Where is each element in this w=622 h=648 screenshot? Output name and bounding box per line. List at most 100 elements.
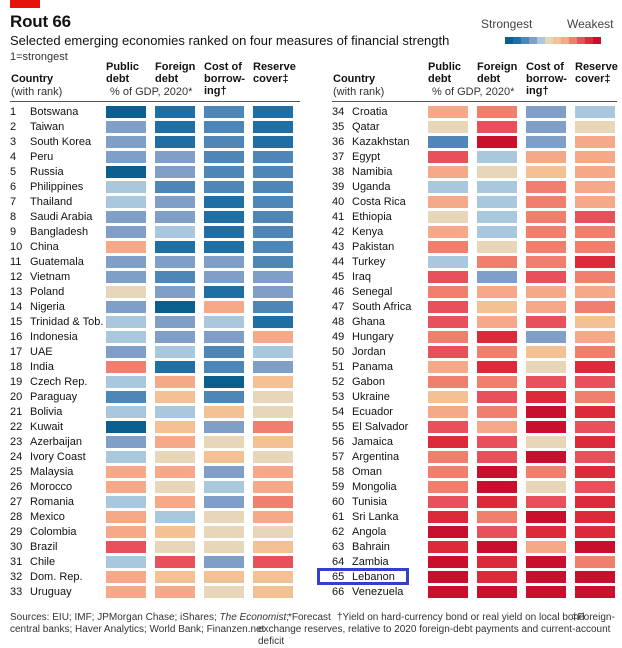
header-reserve-right-2: cover‡ bbox=[575, 73, 611, 85]
cell-foreign-debt bbox=[155, 181, 195, 193]
cell-cost bbox=[204, 406, 244, 418]
rank-number: 58 bbox=[332, 466, 345, 478]
rank-number: 18 bbox=[10, 361, 23, 373]
rank-number: 20 bbox=[10, 391, 23, 403]
country-name: Tunisia bbox=[352, 496, 388, 508]
cell-cost bbox=[204, 511, 244, 523]
cell-reserve bbox=[253, 361, 293, 373]
header-public-left-2: debt bbox=[106, 73, 130, 85]
country-name: Vietnam bbox=[30, 271, 71, 283]
cell-cost bbox=[526, 241, 566, 253]
cell-cost bbox=[204, 481, 244, 493]
country-name: Chile bbox=[30, 556, 56, 568]
cell-foreign-debt bbox=[477, 466, 517, 478]
header-country-left: Country bbox=[11, 73, 54, 85]
rank-number: 1 bbox=[10, 106, 17, 118]
cell-reserve bbox=[575, 571, 615, 583]
cell-reserve bbox=[253, 346, 293, 358]
country-name: Zambia bbox=[352, 556, 389, 568]
rank-number: 3 bbox=[10, 136, 17, 148]
table-row: 65 Lebanon bbox=[332, 570, 622, 585]
country-name: Colombia bbox=[30, 526, 77, 538]
rank-number: 27 bbox=[10, 496, 23, 508]
table-row: 3 South Korea bbox=[10, 135, 300, 150]
cell-reserve bbox=[575, 211, 615, 223]
table-row: 7 Thailand bbox=[10, 195, 300, 210]
rank-note: 1=strongest bbox=[10, 51, 68, 63]
cell-reserve bbox=[575, 496, 615, 508]
country-name: Poland bbox=[30, 286, 65, 298]
cell-reserve bbox=[575, 301, 615, 313]
cell-public-debt bbox=[428, 271, 468, 283]
cell-foreign-debt bbox=[477, 151, 517, 163]
cell-foreign-debt bbox=[477, 496, 517, 508]
cell-reserve bbox=[253, 406, 293, 418]
legend-swatch-6 bbox=[545, 37, 553, 44]
country-name: Czech Rep. bbox=[30, 376, 88, 388]
table-row: 12 Vietnam bbox=[10, 270, 300, 285]
cell-cost bbox=[204, 361, 244, 373]
cell-public-debt bbox=[106, 466, 146, 478]
cell-reserve bbox=[253, 556, 293, 568]
country-name: Ukraine bbox=[352, 391, 390, 403]
cell-cost bbox=[204, 151, 244, 163]
cell-reserve bbox=[575, 271, 615, 283]
cell-reserve bbox=[575, 136, 615, 148]
cell-reserve bbox=[575, 196, 615, 208]
cell-foreign-debt bbox=[155, 346, 195, 358]
country-name: Ethiopia bbox=[352, 211, 392, 223]
cell-foreign-debt bbox=[155, 451, 195, 463]
cell-cost bbox=[204, 331, 244, 343]
cell-cost bbox=[526, 361, 566, 373]
country-name: Azerbaijan bbox=[30, 436, 82, 448]
table-row: 30 Brazil bbox=[10, 540, 300, 555]
cell-reserve bbox=[253, 316, 293, 328]
cell-public-debt bbox=[428, 391, 468, 403]
table-row: 4 Peru bbox=[10, 150, 300, 165]
country-name: Bahrain bbox=[352, 541, 390, 553]
cell-cost bbox=[204, 301, 244, 313]
rank-number: 42 bbox=[332, 226, 345, 238]
cell-foreign-debt bbox=[477, 556, 517, 568]
cell-public-debt bbox=[106, 136, 146, 148]
cell-foreign-debt bbox=[155, 226, 195, 238]
rank-number: 36 bbox=[332, 136, 345, 148]
cell-reserve bbox=[575, 436, 615, 448]
cell-foreign-debt bbox=[155, 256, 195, 268]
cell-reserve bbox=[575, 421, 615, 433]
cell-reserve bbox=[575, 106, 615, 118]
table-row: 18 India bbox=[10, 360, 300, 375]
country-name: Lebanon bbox=[352, 571, 395, 583]
cell-foreign-debt bbox=[477, 406, 517, 418]
cell-public-debt bbox=[428, 466, 468, 478]
cell-reserve bbox=[575, 241, 615, 253]
legend-swatch-12 bbox=[593, 37, 601, 44]
cell-public-debt bbox=[106, 316, 146, 328]
cell-public-debt bbox=[106, 286, 146, 298]
cell-public-debt bbox=[428, 256, 468, 268]
cell-reserve bbox=[253, 241, 293, 253]
cell-foreign-debt bbox=[155, 436, 195, 448]
cell-public-debt bbox=[428, 121, 468, 133]
table-row: 6 Philippines bbox=[10, 180, 300, 195]
cell-cost bbox=[204, 166, 244, 178]
cell-foreign-debt bbox=[155, 496, 195, 508]
cell-foreign-debt bbox=[477, 301, 517, 313]
table-row: 21 Bolivia bbox=[10, 405, 300, 420]
cell-public-debt bbox=[106, 106, 146, 118]
cell-reserve bbox=[253, 301, 293, 313]
cell-public-debt bbox=[106, 406, 146, 418]
cell-public-debt bbox=[106, 526, 146, 538]
country-name: Kenya bbox=[352, 226, 384, 238]
rank-number: 14 bbox=[10, 301, 23, 313]
chart-title: Rout 66 bbox=[10, 12, 71, 31]
country-name: Philippines bbox=[30, 181, 84, 193]
cell-cost bbox=[204, 316, 244, 328]
country-name: Oman bbox=[352, 466, 382, 478]
header-foreign-left-2: debt bbox=[155, 73, 179, 85]
cell-reserve bbox=[575, 556, 615, 568]
country-name: Jordan bbox=[352, 346, 386, 358]
cell-foreign-debt bbox=[155, 541, 195, 553]
rank-number: 33 bbox=[10, 586, 23, 598]
table-row: 32 Dom. Rep. bbox=[10, 570, 300, 585]
